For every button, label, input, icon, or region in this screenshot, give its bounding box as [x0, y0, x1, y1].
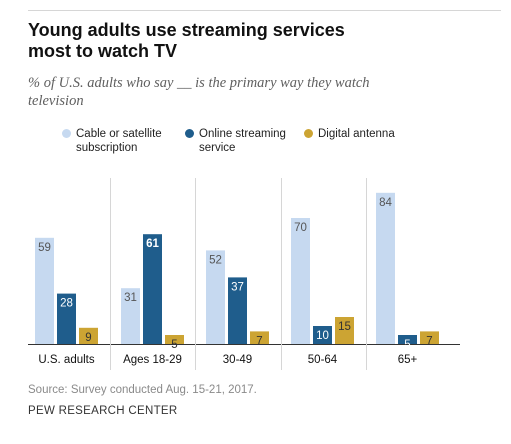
bar — [376, 192, 395, 344]
bar-chart: 59 28 9 U.S. adults 31 61 5 Ages 18-29 52 37 7 30-4… — [28, 178, 460, 370]
category-label: 50-64 — [308, 354, 338, 366]
bar-value-label: 5 — [171, 339, 177, 351]
bar-value-label: 84 — [379, 197, 392, 209]
bar-value-label: 9 — [85, 332, 91, 344]
category-label: U.S. adults — [38, 354, 94, 366]
source-note: Source: Survey conducted Aug. 15-21, 201… — [28, 384, 257, 396]
chart-subtitle: % of U.S. adults who say __ is the prima… — [28, 75, 370, 109]
category-label: 30-49 — [223, 354, 252, 366]
legend-label-cable: Cable or satellite subscription — [76, 128, 162, 154]
top-rule — [28, 10, 501, 11]
bar — [57, 293, 76, 344]
bar-value-label: 70 — [294, 222, 307, 234]
chart-title: Young adults use streaming services most… — [28, 20, 345, 61]
bar — [228, 277, 247, 344]
brand-logo-text: PEW RESEARCH CENTER — [28, 405, 178, 417]
bar — [291, 218, 310, 344]
bar — [250, 331, 269, 344]
bar — [121, 288, 140, 344]
bar-value-label: 10 — [316, 330, 329, 342]
legend: Cable or satellite subscription Online s… — [0, 127, 511, 167]
bar — [35, 237, 54, 344]
category-label: Ages 18-29 — [123, 354, 182, 366]
bar-value-label: 15 — [338, 321, 351, 333]
bar — [143, 234, 162, 344]
bar — [335, 317, 354, 344]
bar-value-label: 59 — [38, 242, 51, 254]
bar — [398, 335, 417, 344]
legend-label-streaming: Online streaming service — [199, 128, 286, 154]
legend-label-antenna: Digital antenna — [318, 128, 395, 140]
bar-value-label: 37 — [231, 281, 244, 293]
bar — [420, 331, 439, 344]
bar-value-label: 61 — [146, 238, 159, 250]
category-label: 65+ — [398, 354, 418, 366]
bar-value-label: 31 — [124, 292, 137, 304]
legend-swatch-cable — [62, 129, 71, 138]
bar — [313, 326, 332, 344]
bar-value-label: 5 — [404, 339, 410, 351]
bar — [165, 335, 184, 344]
legend-swatch-streaming — [185, 129, 194, 138]
bar-value-label: 52 — [209, 254, 222, 266]
bar-value-label: 7 — [256, 335, 262, 347]
bar — [79, 327, 98, 344]
bar-value-label: 7 — [426, 335, 432, 347]
bar-value-label: 28 — [60, 298, 73, 310]
bar — [206, 250, 225, 344]
legend-swatch-antenna — [304, 129, 313, 138]
